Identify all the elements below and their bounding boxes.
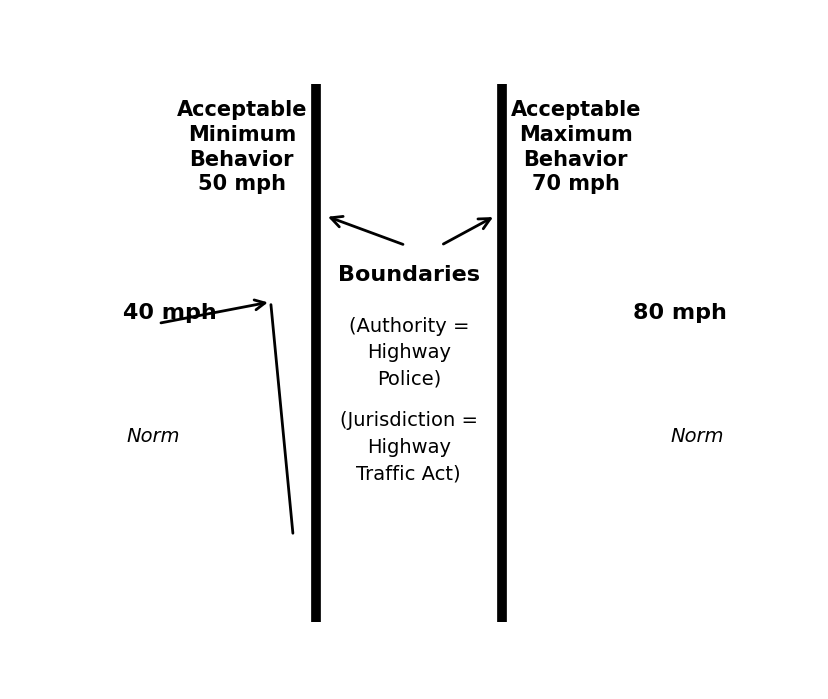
Text: (Jurisdiction =
Highway
Traffic Act): (Jurisdiction = Highway Traffic Act) xyxy=(339,411,477,483)
Text: Norm: Norm xyxy=(126,427,180,446)
Text: Boundaries: Boundaries xyxy=(337,265,479,285)
Text: (Authority =
Highway
Police): (Authority = Highway Police) xyxy=(348,317,469,389)
Text: Acceptable
Maximum
Behavior
70 mph: Acceptable Maximum Behavior 70 mph xyxy=(510,100,640,194)
Text: 40 mph: 40 mph xyxy=(123,303,216,323)
Text: 80 mph: 80 mph xyxy=(633,303,726,323)
Text: Norm: Norm xyxy=(669,427,723,446)
Text: Acceptable
Minimum
Behavior
50 mph: Acceptable Minimum Behavior 50 mph xyxy=(176,100,306,194)
